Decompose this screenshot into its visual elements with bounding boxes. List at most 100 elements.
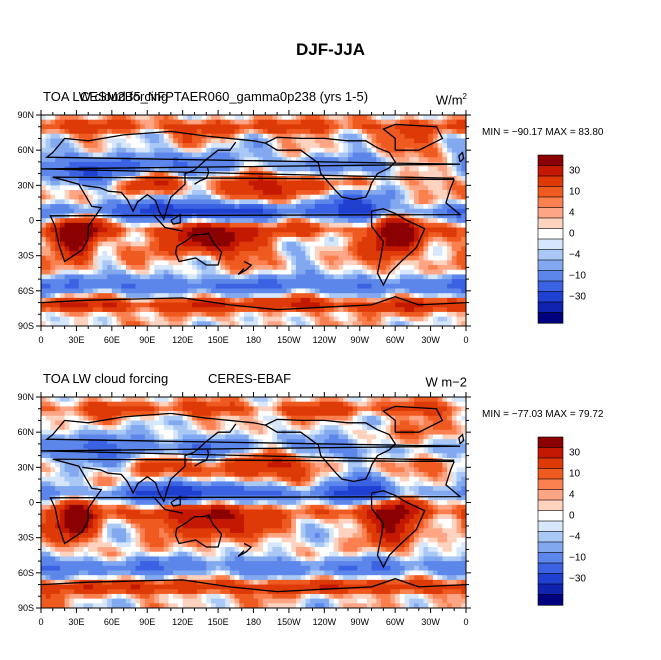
field-cell (92, 124, 99, 130)
field-cell (201, 213, 207, 219)
field-cell (135, 283, 141, 290)
field-cell (300, 115, 307, 121)
field-cell (347, 218, 354, 224)
field-cell (102, 476, 108, 482)
field-cell (229, 204, 236, 210)
field-cell (121, 129, 127, 135)
field-cell (347, 274, 354, 280)
field-cell (442, 157, 448, 163)
field-cell (314, 143, 321, 149)
field-cell (461, 241, 466, 247)
field-cell (78, 250, 85, 257)
field-cell (64, 401, 70, 407)
field-cell (418, 241, 425, 247)
field-cell (201, 194, 207, 200)
field-cell (447, 316, 453, 322)
field-cell (168, 288, 174, 294)
field-cell (64, 190, 70, 196)
field-cell (395, 143, 401, 149)
field-cell (163, 194, 170, 200)
field-cell (83, 129, 89, 135)
field-cell (92, 194, 99, 200)
field-cell (390, 143, 396, 149)
field-cell (83, 236, 89, 243)
field-cell (182, 204, 188, 210)
field-cell (83, 561, 89, 567)
field-cell (78, 406, 85, 412)
field-cell (159, 218, 165, 224)
field-cell (310, 147, 316, 154)
field-cell (154, 307, 160, 313)
field-cell (168, 133, 174, 140)
field-cell (447, 133, 453, 140)
field-cell (437, 133, 443, 140)
field-cell (314, 274, 321, 280)
field-cell (366, 147, 373, 154)
field-cell (291, 213, 297, 219)
field-cell (50, 246, 56, 252)
field-cell (187, 152, 193, 158)
field-cell (281, 297, 288, 304)
field-cell (140, 227, 146, 233)
field-cell (192, 143, 198, 149)
field-cell (121, 190, 127, 196)
field-cell (97, 138, 103, 144)
field-cell (97, 161, 103, 168)
field-cell (97, 175, 103, 182)
field-cell (154, 166, 160, 172)
field-cell (409, 297, 415, 304)
field-cell (92, 218, 99, 224)
field-cell (55, 411, 61, 417)
field-cell (381, 138, 387, 144)
field-cell (126, 227, 132, 233)
field-cell (225, 297, 231, 304)
field-cell (102, 133, 108, 140)
field-cell (456, 288, 462, 294)
field-cell (116, 218, 122, 224)
field-cell (182, 279, 188, 285)
field-cell (305, 302, 311, 308)
field-cell (140, 124, 146, 130)
field-cell (248, 115, 255, 121)
colorbar-label: −4 (569, 249, 581, 260)
field-cell (64, 279, 70, 285)
field-cell (314, 129, 321, 135)
field-cell (41, 222, 47, 229)
field-cell (296, 274, 302, 280)
field-cell (333, 143, 340, 149)
field-cell (347, 190, 354, 196)
field-cell (206, 269, 212, 276)
field-cell (414, 152, 420, 158)
field-cell (296, 124, 302, 130)
field-cell (69, 472, 75, 478)
colorbar-swatch (537, 249, 564, 261)
field-cell (126, 124, 132, 130)
field-cell (102, 528, 108, 534)
field-cell (220, 293, 226, 299)
field-cell (69, 457, 75, 464)
field-cell (126, 283, 132, 290)
field-cell (381, 222, 387, 229)
field-cell (333, 199, 340, 205)
field-cell (59, 124, 66, 130)
field-cell (41, 227, 47, 233)
field-cell (338, 222, 344, 229)
field-cell (41, 556, 47, 562)
field-cell (83, 593, 89, 600)
field-cell (300, 171, 307, 177)
field-cell (64, 509, 70, 515)
field-cell (376, 241, 382, 247)
field-cell (258, 250, 264, 257)
field-cell (78, 279, 85, 285)
field-cell (69, 401, 75, 407)
field-cell (69, 500, 75, 506)
field-cell (78, 311, 85, 318)
field-cell (258, 218, 264, 224)
field-cell (102, 584, 108, 590)
field-cell (291, 161, 297, 168)
field-cell (305, 307, 311, 313)
field-cell (50, 232, 56, 238)
field-cell (121, 311, 127, 318)
field-cell (69, 547, 75, 553)
field-cell (447, 232, 453, 238)
